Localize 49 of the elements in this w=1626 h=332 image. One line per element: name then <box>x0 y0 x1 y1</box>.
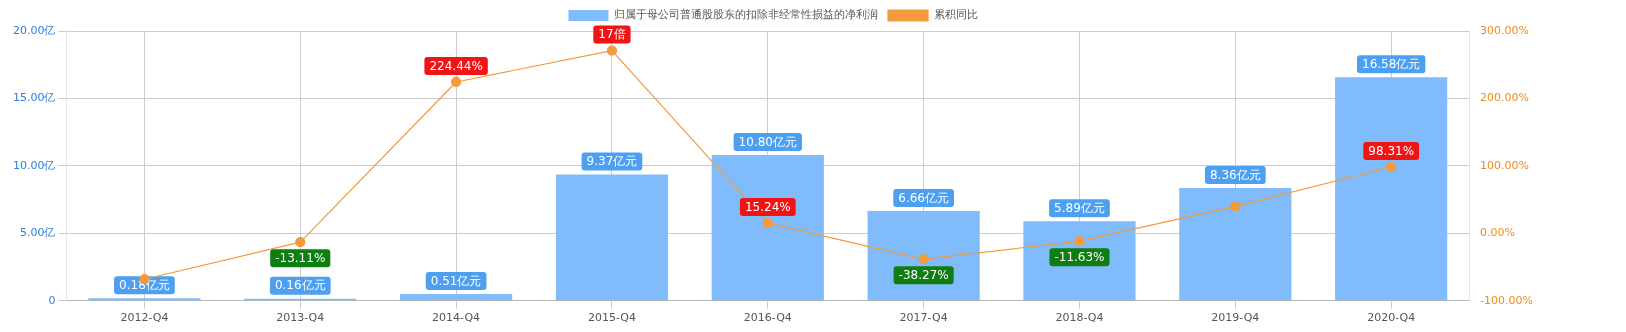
point <box>918 254 929 265</box>
data-label: 8.36亿元 <box>1209 167 1261 182</box>
y-tick-label: 10.00亿 <box>12 158 56 172</box>
y2-tick-label: 0.00% <box>1480 226 1516 240</box>
y2-tick-label: 100.00% <box>1480 158 1530 172</box>
data-label: 0.16亿元 <box>274 278 326 293</box>
data-label: 0.51亿元 <box>430 273 482 288</box>
bar <box>711 155 824 301</box>
y-tick-label: 0 <box>48 293 56 307</box>
y2-tick-label: 300.00% <box>1480 23 1530 37</box>
point <box>295 237 306 248</box>
x-tick-label: 2019-Q4 <box>1211 311 1260 325</box>
data-label: -11.63% <box>1054 249 1105 264</box>
point <box>451 76 462 88</box>
data-label: 6.66亿元 <box>898 190 949 205</box>
point <box>1230 201 1241 212</box>
x-tick-label: 2017-Q4 <box>899 311 948 325</box>
y-tick-label: 15.00亿 <box>12 91 56 105</box>
annotation: 17倍 <box>598 27 626 42</box>
x-tick-label: 2014-Q4 <box>432 311 481 325</box>
y2-tick-label: -100.00% <box>1480 293 1534 307</box>
x-tick-label: 2013-Q4 <box>276 311 325 325</box>
point <box>762 217 773 229</box>
data-label: -13.11% <box>275 250 326 265</box>
point <box>1074 236 1085 247</box>
y-tick-label: 20.00亿 <box>12 23 56 37</box>
data-label: -38.27% <box>898 267 949 282</box>
point <box>606 45 618 56</box>
x-tick-label: 2020-Q4 <box>1367 311 1416 325</box>
x-tick-label: 2015-Q4 <box>587 311 636 325</box>
point <box>1386 161 1397 173</box>
bar <box>1335 77 1448 301</box>
data-label: 16.58亿元 <box>1361 56 1421 71</box>
legend-label: 归属于母公司普通股股东的扣除非经常性损益的净利润 <box>614 8 878 22</box>
y-tick-label: 5.00亿 <box>19 226 56 240</box>
data-label: 9.37亿元 <box>586 154 638 169</box>
bar <box>555 174 669 301</box>
data-label: 98.31% <box>1368 143 1415 158</box>
x-tick-label: 2018-Q4 <box>1055 311 1104 325</box>
data-label: 5.89亿元 <box>1054 200 1105 215</box>
x-tick-label: 2012-Q4 <box>120 311 169 325</box>
bar <box>400 293 513 301</box>
data-label: 10.80亿元 <box>738 134 797 149</box>
bar <box>1179 188 1292 301</box>
x-tick-label: 2016-Q4 <box>743 311 792 325</box>
y2-tick-label: 200.00% <box>1480 91 1530 105</box>
legend-label: 累积同比 <box>933 8 978 22</box>
data-label: 15.24% <box>744 199 791 214</box>
data-label: 224.44% <box>429 58 483 73</box>
